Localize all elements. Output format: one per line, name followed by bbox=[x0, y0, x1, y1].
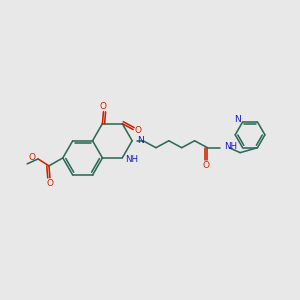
Text: NH: NH bbox=[224, 142, 237, 151]
Text: O: O bbox=[100, 102, 107, 111]
Text: O: O bbox=[46, 179, 53, 188]
Text: O: O bbox=[28, 153, 35, 162]
Text: O: O bbox=[135, 126, 142, 135]
Text: N: N bbox=[137, 136, 144, 145]
Text: NH: NH bbox=[125, 155, 138, 164]
Text: N: N bbox=[234, 116, 241, 124]
Text: O: O bbox=[203, 161, 210, 170]
